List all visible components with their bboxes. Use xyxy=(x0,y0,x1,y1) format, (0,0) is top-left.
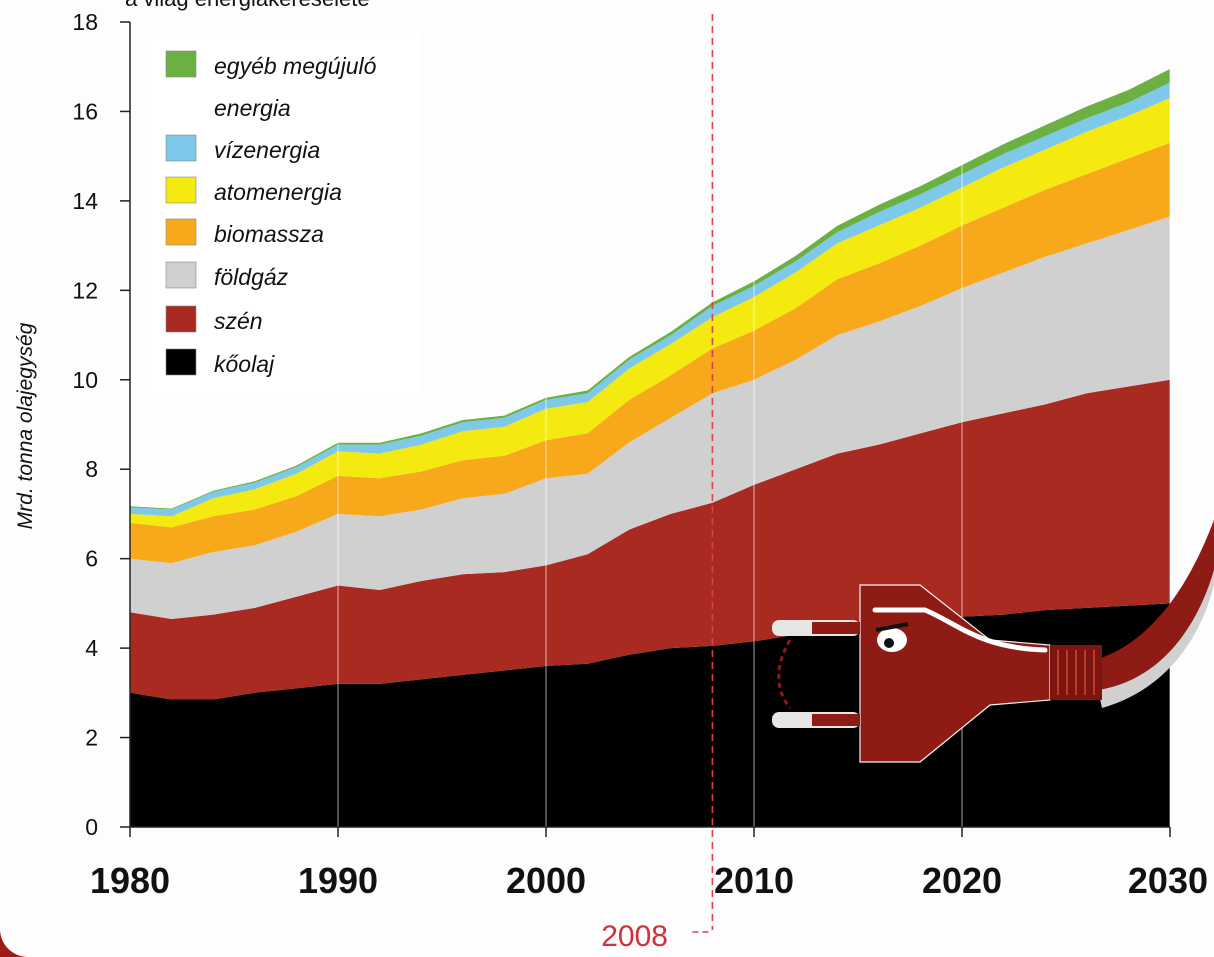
legend-label-4: biomassza xyxy=(214,221,324,247)
y-tick-label-18: 18 xyxy=(72,9,98,35)
plug-illustration xyxy=(772,520,1214,763)
legend-label-5: földgáz xyxy=(214,264,289,290)
legend-label-1: energia xyxy=(214,95,291,121)
legend-box xyxy=(152,34,420,394)
x-tick-label-1980: 1980 xyxy=(90,860,170,901)
spark-line xyxy=(777,639,792,709)
y-axis-label: Mrd. tonna olajegység xyxy=(14,322,37,529)
pin-insulation-bottom xyxy=(812,714,860,726)
y-tick-label-12: 12 xyxy=(72,277,98,303)
legend-label-6: szén xyxy=(214,308,263,334)
cable xyxy=(1095,520,1214,690)
x-tick-label-2000: 2000 xyxy=(506,860,586,901)
y-tick-label-14: 14 xyxy=(72,188,98,214)
area-series-2 xyxy=(130,216,1170,619)
x-axis-ticks: 1980 1990 2000 2010 2020 2030 xyxy=(90,827,1208,901)
legend-swatch-2 xyxy=(165,134,197,162)
legend: egyéb megújuló energia vízenergia atomenerg… xyxy=(152,34,420,394)
year-marker: 2008 xyxy=(601,14,714,953)
x-tick-label-2010: 2010 xyxy=(714,860,794,901)
y-tick-label-16: 16 xyxy=(72,98,98,124)
pin-insulation-top xyxy=(812,622,860,634)
area-series-4 xyxy=(130,98,1170,528)
axes xyxy=(129,22,1170,828)
x-tick-label-2020: 2020 xyxy=(922,860,1002,901)
plug-highlight xyxy=(872,607,1048,653)
y-tick-label-10: 10 xyxy=(72,367,98,393)
y-tick-label-0: 0 xyxy=(85,814,98,840)
legend-swatch-3 xyxy=(165,176,197,204)
plug-pupil xyxy=(884,638,894,648)
legend-swatch-0 xyxy=(165,50,197,78)
x-tick-label-2030: 2030 xyxy=(1128,860,1208,901)
legend-label-2: vízenergia xyxy=(214,137,320,163)
legend-swatch-7 xyxy=(165,348,197,376)
plug-eyebrow xyxy=(875,622,909,632)
legend-swatch-6 xyxy=(165,305,197,333)
marker-label: 2008 xyxy=(601,920,668,953)
cable-shadow xyxy=(1098,540,1214,708)
y-tick-label-6: 6 xyxy=(85,546,98,572)
chart-title: a világ energiakeresélete xyxy=(125,0,370,11)
legend-label-3: atomenergia xyxy=(214,179,342,205)
y-tick-label-2: 2 xyxy=(85,725,98,751)
x-tick-label-1990: 1990 xyxy=(298,860,378,901)
legend-label-0: egyéb megújuló xyxy=(214,53,377,79)
area-series-3 xyxy=(130,142,1170,564)
y-tick-label-8: 8 xyxy=(85,456,98,482)
y-axis-ticks: 0 2 4 6 8 10 12 14 16 18 xyxy=(72,9,130,840)
legend-swatch-4 xyxy=(165,218,197,246)
y-tick-label-4: 4 xyxy=(85,635,98,661)
legend-swatch-5 xyxy=(165,261,197,289)
legend-label-7: kőolaj xyxy=(214,351,275,377)
